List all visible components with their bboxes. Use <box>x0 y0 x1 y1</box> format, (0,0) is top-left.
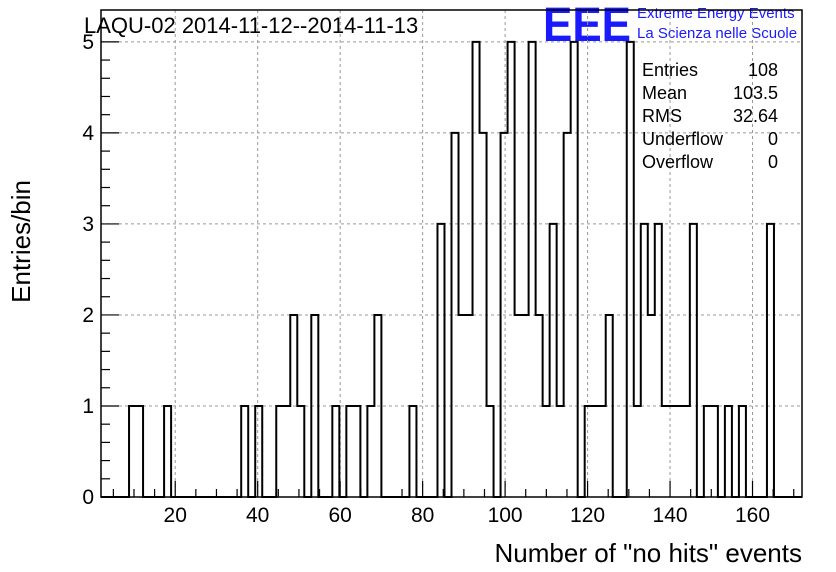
x-tick-label: 160 <box>735 504 770 527</box>
stat-overflow-label: Overflow <box>642 152 714 172</box>
x-tick-label: 100 <box>488 504 523 527</box>
x-axis-label: Number of "no hits" events <box>495 538 803 568</box>
logo-line1: Extreme Energy Events <box>637 5 795 22</box>
y-tick-label: 0 <box>82 486 94 509</box>
y-tick-label: 3 <box>82 213 94 236</box>
y-axis-label: Entries/bin <box>6 180 36 303</box>
x-tick-label: 60 <box>328 504 351 527</box>
plot-frame <box>100 9 803 498</box>
y-tick-label: 2 <box>82 304 94 327</box>
eee-logo: EEE Extreme Energy Events La Scienza nel… <box>543 0 797 52</box>
stat-underflow-value: 0 <box>768 129 778 149</box>
stat-rms-value: 32.64 <box>733 106 778 126</box>
x-tick-label: 80 <box>411 504 434 527</box>
x-tick-label: 20 <box>164 504 187 527</box>
stat-overflow-value: 0 <box>768 152 778 172</box>
x-tick-label: 140 <box>653 504 688 527</box>
x-tick-label: 40 <box>246 504 269 527</box>
stat-entries-label: Entries <box>642 60 698 80</box>
logo-line2: La Scienza nelle Scuole <box>637 25 797 42</box>
y-tick-label: 1 <box>82 395 94 418</box>
axis-ticks: 20 40 60 80 100 120 140 160 0 1 2 3 4 5 <box>82 31 795 527</box>
stat-entries-value: 108 <box>748 60 778 80</box>
x-tick-label: 120 <box>570 504 605 527</box>
y-tick-label: 4 <box>82 122 94 145</box>
stat-underflow-label: Underflow <box>642 129 724 149</box>
stat-rms-label: RMS <box>642 106 682 126</box>
y-tick-label: 5 <box>82 31 94 54</box>
stat-mean-label: Mean <box>642 83 687 103</box>
eee-logo-mark: EEE <box>543 0 631 52</box>
histogram-line <box>101 40 802 498</box>
chart-title: LAQU-02 2014-11-12--2014-11-13 <box>84 13 418 38</box>
stats-box: Entries 108 Mean 103.5 RMS 32.64 Underfl… <box>642 60 778 172</box>
stat-mean-value: 103.5 <box>733 83 778 103</box>
